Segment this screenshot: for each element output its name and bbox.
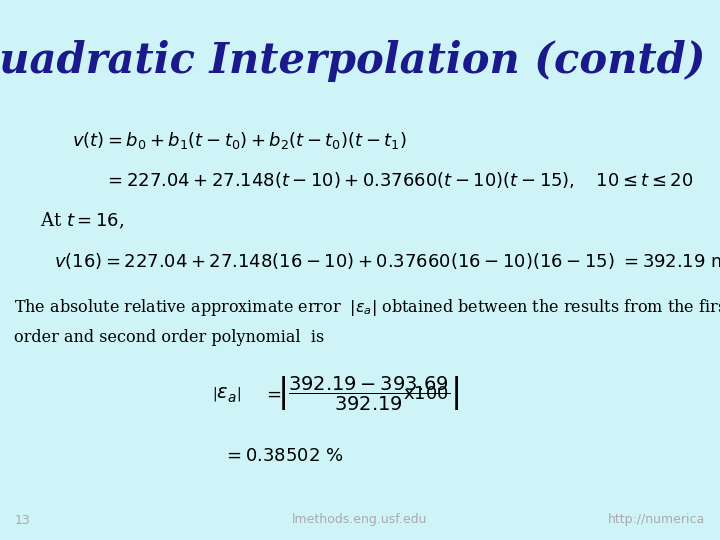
Text: $= 227.04 + 27.148(t-10) + 0.37660(t-10)(t-15), \quad 10 \leq t \leq 20$: $= 227.04 + 27.148(t-10) + 0.37660(t-10)… xyxy=(104,170,694,190)
Text: The absolute relative approximate error  $|\epsilon_a|$ obtained between the res: The absolute relative approximate error … xyxy=(14,297,720,318)
Text: $v(16) = 227.04 + 27.148(16-10) + 0.37660(16-10)(16-15) \ = 392.19 \ \mathrm{m/s: $v(16) = 227.04 + 27.148(16-10) + 0.3766… xyxy=(54,251,720,271)
Text: $\left|\dfrac{392.19 - 393.69}{392.19}\right|$: $\left|\dfrac{392.19 - 393.69}{392.19}\r… xyxy=(277,375,460,413)
Text: $\mathrm{x}100$: $\mathrm{x}100$ xyxy=(403,385,449,403)
Text: 13: 13 xyxy=(14,514,30,526)
Text: $=$: $=$ xyxy=(263,385,282,403)
Text: $\left|\epsilon_a\right|$: $\left|\epsilon_a\right|$ xyxy=(212,384,241,404)
Text: lmethods.eng.usf.edu: lmethods.eng.usf.edu xyxy=(292,514,428,526)
Text: http://numerica: http://numerica xyxy=(608,514,706,526)
Text: Quadratic Interpolation (contd): Quadratic Interpolation (contd) xyxy=(0,40,706,83)
Text: order and second order polynomial  is: order and second order polynomial is xyxy=(14,329,325,346)
Text: $= 0.38502 \ \%$: $= 0.38502 \ \%$ xyxy=(223,447,343,465)
Text: $v(t) = b_0 + b_1(t-t_0) + b_2(t-t_0)(t-t_1)$: $v(t) = b_0 + b_1(t-t_0) + b_2(t-t_0)(t-… xyxy=(72,130,407,151)
Text: At $t = 16$,: At $t = 16$, xyxy=(40,211,124,231)
